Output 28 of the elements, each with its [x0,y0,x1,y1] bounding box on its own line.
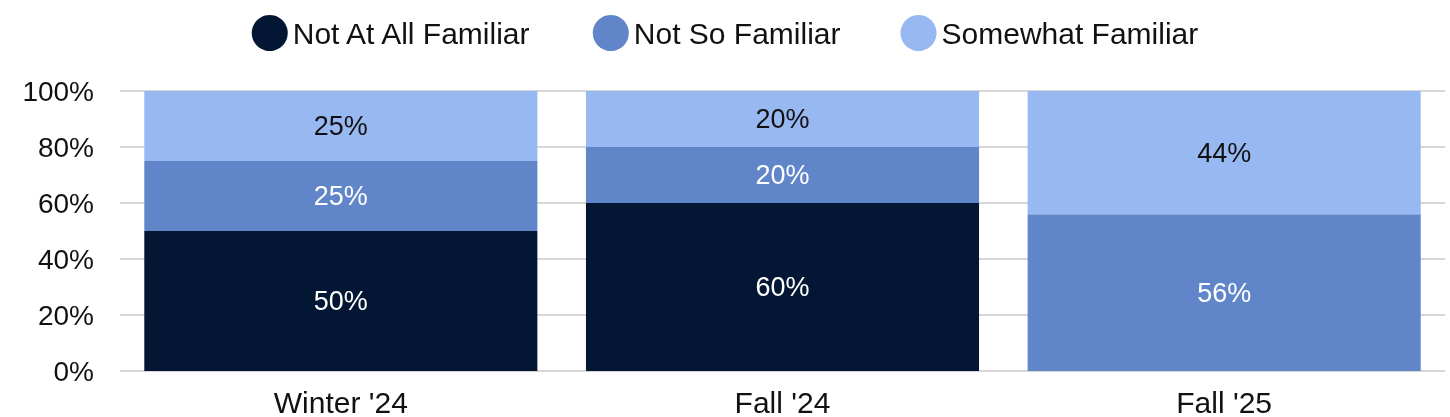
data-label: 56% [1197,277,1252,308]
data-label: 25% [313,181,368,211]
bar [144,231,538,371]
data-label: 25% [313,111,368,141]
data-label: 20% [755,160,810,190]
y-tick-label: 20% [37,299,94,331]
legend-label: Not At All Familiar [292,16,530,50]
legend-label: Not So Familiar [633,16,841,50]
bar [144,91,538,161]
data-label: 44% [1197,137,1252,168]
data-label: 50% [313,286,368,316]
bar [1027,91,1421,215]
x-tick-label: Fall '25 [1176,385,1273,417]
bar [585,203,980,371]
y-tick-label: 0% [53,355,94,387]
y-tick-label: 80% [37,131,94,163]
y-tick-label: 100% [22,75,94,107]
data-label: 20% [755,104,810,134]
bar [1027,214,1421,371]
bar [585,91,980,147]
y-tick-label: 60% [37,187,94,219]
bar [144,161,538,231]
legend-label: Somewhat Familiar [941,16,1199,50]
x-tick-label: Fall '24 [734,385,831,417]
data-label: 60% [755,272,810,302]
x-tick-label: Winter '24 [273,385,408,417]
y-tick-label: 40% [37,243,94,275]
bar [585,147,980,203]
